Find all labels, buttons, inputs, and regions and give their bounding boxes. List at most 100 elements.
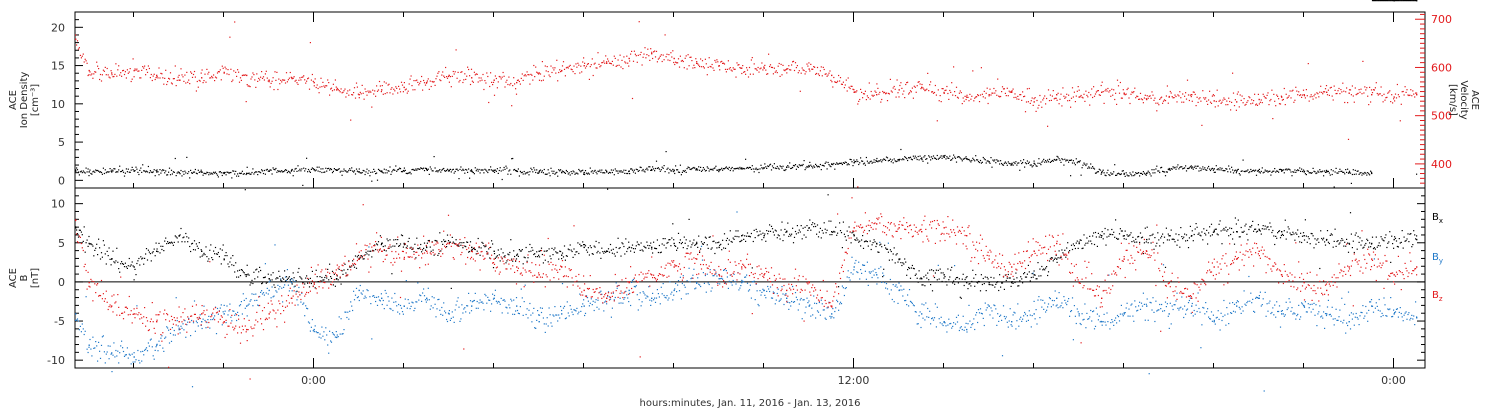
bx-series-point [1185,234,1188,236]
velocity-series-point [676,62,678,64]
density-series-data-point [763,167,765,169]
velocity-series-point [1295,86,1297,88]
density-series-point [1252,170,1254,172]
velocity-series-point [942,88,944,90]
bx-series-point [923,276,925,278]
velocity-series-point [220,79,222,81]
velocity-series-point [373,93,375,95]
density-series-point [332,170,334,172]
bx-series-point [581,245,583,247]
velocity-series-point [802,69,804,71]
bx-series-point [317,281,319,283]
bx-series-point [996,282,998,284]
velocity-series-data-point [988,94,990,96]
bx-series-point [303,281,305,283]
bx-series-point [1130,232,1132,234]
bx-series-point [905,261,907,263]
velocity-series-point [930,81,932,83]
by-series-point [316,332,318,334]
velocity-series-point [1216,89,1218,91]
by-series-point [230,316,232,318]
density-series-point [408,172,410,174]
density-series-point [821,164,823,166]
density-series-point [1224,170,1226,172]
density-series-point [154,175,156,177]
velocity-series-point [1378,93,1380,95]
density-series-point [184,170,186,172]
density-series-point [1190,165,1192,167]
velocity-series-point [284,82,287,84]
bx-series-point [908,267,911,269]
density-series-point [373,168,375,170]
density-series-point [1056,155,1058,157]
density-series-point [765,166,767,168]
by-series-point [459,320,461,322]
by-series-point [355,287,358,289]
by-series-point [169,332,172,334]
bx-series-point [717,242,719,244]
velocity-series-point [1024,95,1026,97]
bx-series-point [666,242,668,244]
bx-series-point [1134,241,1136,243]
density-series-point [813,165,815,167]
density-series-point [212,173,214,175]
density-series-point [477,170,479,172]
density-series-point [1319,169,1321,171]
velocity-series-point [1387,92,1389,94]
by-series-point [177,325,179,327]
bx-series-point [615,246,617,249]
density-series-point [1072,160,1074,162]
bx-series-point [897,261,899,263]
bx-series-point [781,221,783,223]
bx-series-point [1385,234,1387,236]
density-series-point [601,169,603,171]
by-series-point [515,297,518,299]
density-series-point [1356,170,1358,172]
by-series-point [240,301,242,303]
velocity-series-point [915,91,917,93]
bx-series-data-point [606,250,608,252]
velocity-series-point [585,65,588,67]
density-series-point [995,162,997,164]
velocity-series-point [474,74,476,76]
by-series-point [492,293,494,295]
by-series-point [97,360,99,362]
bx-series-point [842,221,844,223]
by-series-point [206,321,208,324]
bx-series-point [273,284,275,286]
density-series-point [984,159,986,161]
density-series-point [1375,0,1377,2]
by-series-point [334,336,336,338]
density-series-point [1128,175,1130,177]
density-series-point [1348,170,1351,172]
bx-series-point [76,229,78,231]
velocity-series-data-point [1416,94,1418,96]
by-series-point [401,311,404,313]
bx-series-point [697,246,699,248]
density-series-point [1179,166,1181,168]
density-series-point [471,171,473,173]
bx-series-point [1358,241,1360,243]
velocity-series-point [762,69,764,71]
velocity-series-point [257,80,259,82]
by-series-point [101,336,103,338]
velocity-series-point [284,79,286,81]
density-series-point [877,161,879,163]
density-series-point [1085,164,1087,167]
bx-series-point [1229,227,1231,229]
bx-series-point [797,232,799,234]
bx-series-point [1224,229,1226,231]
velocity-series-point [709,65,711,68]
bx-series-point [239,275,242,277]
density-series-point [1097,171,1099,173]
density-series-point [922,160,924,162]
bx-series-point [145,253,147,255]
velocity-series-data-point [1326,91,1328,93]
velocity-series-point [484,80,486,82]
density-series-point [149,170,151,172]
bx-series-point [242,271,244,273]
bx-series-point [1073,245,1075,247]
bx-series-point [271,279,273,281]
velocity-series-point [596,67,598,69]
bx-series-point [906,274,908,276]
